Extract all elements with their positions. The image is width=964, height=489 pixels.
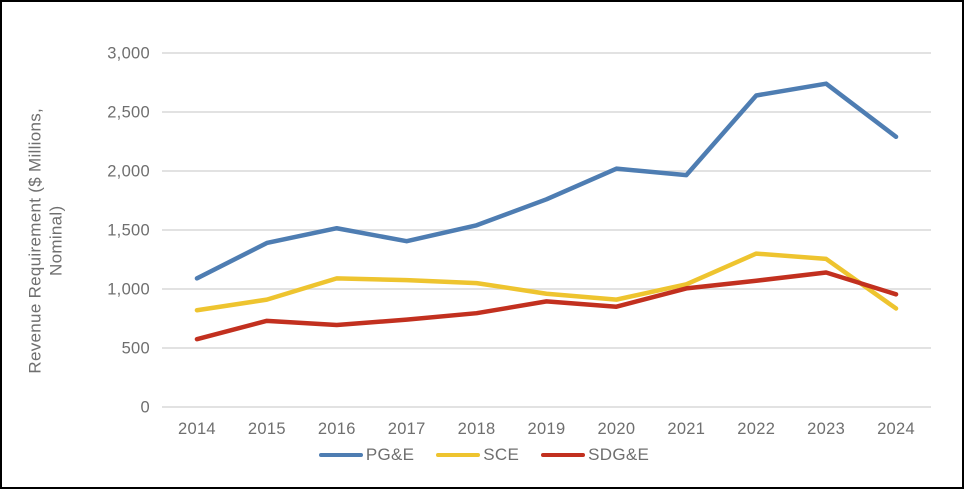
x-axis-tick-label: 2018 [458, 420, 496, 438]
legend-swatch-pge [318, 452, 363, 458]
legend-item-sdge: SDG&E [541, 445, 649, 465]
legend-swatch-sce [436, 452, 481, 458]
legend-item-pge: PG&E [318, 445, 415, 465]
legend-label-pge: PG&E [365, 445, 415, 464]
y-axis-tick-label: 1,000 [107, 281, 150, 299]
x-axis-tick-label: 2023 [807, 420, 845, 438]
y-axis-tick-label: 0 [141, 399, 150, 417]
series-line-sce [194, 251, 899, 313]
legend-item-sce: SCE [436, 445, 519, 465]
x-axis-tick-label: 2020 [597, 420, 635, 438]
x-axis-tick-label: 2022 [737, 420, 775, 438]
y-axis-tick-label: 2,500 [107, 104, 150, 122]
x-axis-tick-label: 2024 [877, 420, 915, 438]
chart-legend: PG&E SCE SDG&E [2, 445, 962, 465]
legend-label-sdge: SDG&E [588, 445, 650, 464]
x-axis-tick-label: 2017 [388, 420, 426, 438]
y-axis-tick-label: 3,000 [107, 45, 150, 63]
legend-label-sce: SCE [483, 445, 520, 464]
x-axis-tick-label: 2014 [178, 420, 216, 438]
y-axis-title: Revenue Requirement ($ Millions, Nominal… [25, 107, 65, 374]
series-line-sdge [194, 270, 899, 342]
y-axis-tick-label: 2,000 [107, 163, 150, 181]
x-axis-tick-label: 2016 [318, 420, 356, 438]
y-axis-tick-label: 500 [122, 340, 150, 358]
x-axis-tick-label: 2019 [528, 420, 566, 438]
legend-swatch-sdge [541, 452, 586, 458]
y-axis-tick-label: 1,500 [107, 222, 150, 240]
series-line-pge [194, 81, 899, 281]
x-axis-tick-label: 2015 [248, 420, 286, 438]
x-axis-tick-label: 2021 [667, 420, 705, 438]
